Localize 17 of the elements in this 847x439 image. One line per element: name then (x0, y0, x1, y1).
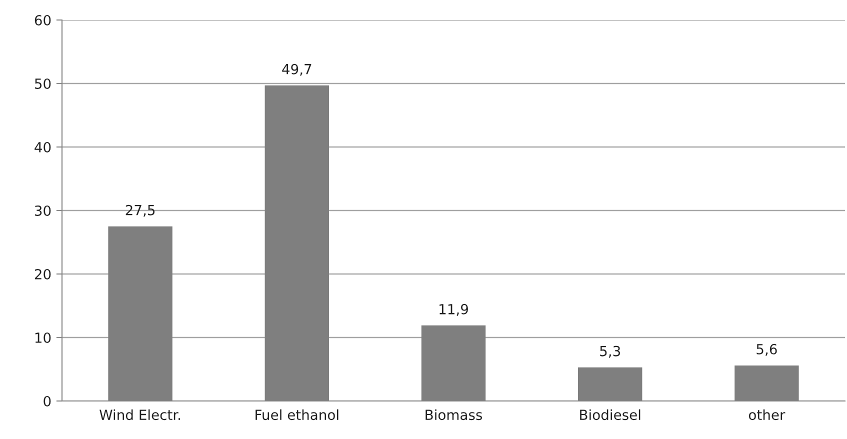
y-tick-label: 10 (35, 332, 51, 343)
y-tick-label: 50 (34, 78, 51, 89)
x-tick-label: Wind Electr. (100, 409, 180, 420)
y-tick-label: 60 (34, 14, 51, 26)
data-label: 49,7 (282, 64, 312, 76)
x-tick-label: Fuel ethanol (256, 409, 338, 420)
y-tick-label: 0 (44, 396, 51, 406)
x-tick-label: other (748, 409, 786, 420)
data-label: 27,5 (126, 204, 155, 217)
y-tick-label: 30 (34, 205, 51, 216)
data-label: 11,9 (440, 304, 468, 316)
y-tick-label: 40 (34, 142, 51, 152)
x-tick-label: Biomass (426, 409, 482, 420)
x-tick-label: Biodiesel (580, 409, 640, 420)
data-label: 5,6 (756, 344, 777, 356)
y-tick-label: 20 (34, 268, 51, 280)
data-label: 5,3 (600, 346, 620, 358)
